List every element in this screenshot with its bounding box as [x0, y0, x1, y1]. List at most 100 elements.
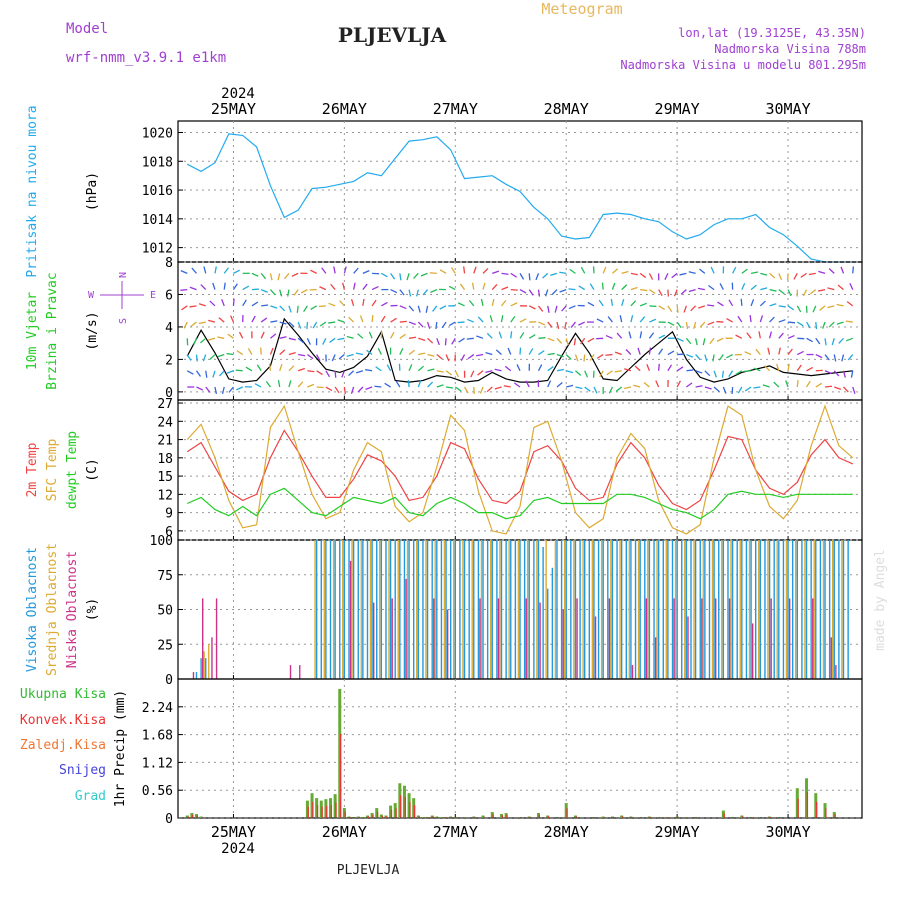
wind-barb	[648, 347, 652, 355]
precip-bar	[365, 815, 369, 818]
wind-barb	[251, 272, 259, 277]
wind-barb	[852, 266, 855, 274]
wind-barb	[467, 354, 475, 360]
wind-barb	[796, 379, 799, 388]
legend-item: Zaledj.Kisa	[20, 738, 106, 753]
wind-barb	[279, 349, 286, 356]
wind-barb	[408, 305, 415, 312]
wind-barb	[348, 316, 355, 323]
wind-barb	[528, 273, 531, 281]
wind-barb	[753, 386, 761, 389]
wind-barb	[485, 370, 493, 373]
y-tick-label: 75	[157, 569, 173, 584]
wind-barb	[818, 270, 826, 274]
precip-conv-bar	[806, 792, 809, 818]
wind-barb	[504, 365, 512, 372]
wind-barb	[357, 386, 364, 393]
wind-barb	[186, 354, 192, 361]
wind-barb	[329, 337, 336, 344]
wind-barb	[516, 364, 521, 372]
day-label-bottom: 29MAY	[655, 823, 700, 841]
wind-barb	[580, 266, 586, 274]
wind-barb	[189, 286, 197, 291]
wind-barb	[695, 385, 703, 388]
wind-barb	[547, 366, 554, 372]
wind-barb	[741, 282, 746, 290]
series-line	[186, 429, 854, 511]
y-tick-label: 18	[157, 452, 173, 467]
day-label-top: 25MAY	[211, 100, 256, 118]
precip-bar	[319, 800, 323, 818]
wind-barb	[355, 352, 364, 356]
header: Model wrf-nmm_v3.9.1 e1km PLJEVLJA Meteo…	[66, 0, 888, 878]
station-title: PLJEVLJA	[338, 23, 447, 47]
precip-conv-bar	[621, 816, 624, 818]
wind-barb	[630, 272, 638, 276]
wind-barb	[573, 338, 577, 346]
wind-barb	[824, 370, 832, 375]
wind-barb	[648, 332, 655, 339]
model-label: Model	[66, 21, 108, 37]
wind-barb	[685, 321, 689, 330]
wind-barb	[296, 305, 299, 313]
wind-barb	[822, 321, 826, 329]
wind-barb	[519, 318, 527, 323]
precip-bar	[194, 814, 198, 818]
wind-barb	[628, 331, 632, 339]
wind-barb	[827, 305, 835, 309]
wind-barb	[793, 273, 798, 280]
wind-barb	[658, 334, 666, 339]
wind-barb	[406, 273, 410, 281]
wind-barb	[202, 354, 207, 362]
wind-barb	[538, 321, 546, 326]
wind-barb	[778, 273, 783, 281]
wind-barb	[242, 285, 250, 291]
wind-barb	[277, 273, 281, 281]
precip-ylabel: 1hr Precip (mm)	[113, 690, 128, 807]
precip-conv-bar	[423, 817, 425, 818]
wind-barb	[746, 332, 752, 339]
wind-barb	[608, 386, 614, 394]
wind-barb	[841, 354, 845, 362]
wind-barb	[707, 321, 715, 326]
wind-barb	[655, 380, 660, 388]
wind-barb	[480, 298, 484, 306]
panel-ylabel: Visoka Oblacnost	[25, 547, 40, 672]
wind-barb	[235, 369, 243, 372]
wind-barb	[495, 349, 502, 356]
wind-barb	[686, 369, 694, 372]
wind-barb	[408, 321, 416, 326]
wind-barb	[808, 272, 816, 276]
precip-conv-bar	[326, 805, 328, 818]
wind-barb	[580, 337, 586, 345]
wind-barb	[519, 273, 525, 280]
wind-barb	[623, 386, 632, 390]
wind-barb	[710, 266, 715, 274]
y-tick-label: 6	[165, 525, 173, 540]
wind-barb	[298, 353, 306, 357]
wind-barb	[547, 352, 555, 356]
wind-barb	[704, 386, 712, 390]
wind-barb	[584, 386, 591, 392]
wind-barb	[566, 370, 574, 374]
wind-barb	[753, 367, 761, 372]
wind-barb	[649, 305, 657, 308]
wind-barb	[362, 298, 365, 306]
wind-barb	[260, 331, 265, 339]
precip-conv-bar	[201, 817, 203, 818]
wind-barb	[833, 354, 837, 362]
wind-barb	[321, 267, 327, 274]
wind-barb	[630, 286, 638, 291]
wind-barb	[427, 337, 434, 344]
wind-barb	[217, 336, 225, 339]
wind-barb	[556, 368, 564, 372]
wind-barb	[537, 305, 544, 312]
wind-barb	[606, 370, 613, 376]
wind-barb	[189, 305, 197, 308]
precip-conv-bar	[409, 801, 411, 818]
wind-barb	[735, 370, 743, 375]
wind-barb	[342, 282, 346, 290]
wind-barb	[486, 332, 493, 339]
precip-conv-bar	[446, 817, 448, 818]
wind-barb	[796, 305, 802, 313]
